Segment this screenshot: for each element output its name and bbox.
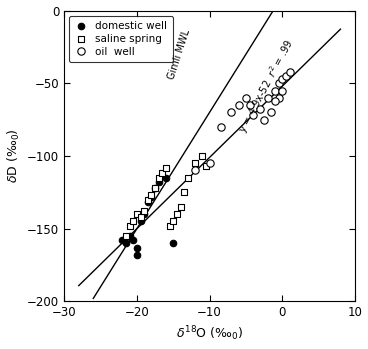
domestic well — [145, 200, 151, 205]
domestic well — [152, 185, 158, 191]
saline spring — [145, 197, 151, 202]
saline spring — [138, 214, 144, 220]
oil  well — [287, 69, 293, 74]
oil  well — [272, 88, 278, 93]
oil  well — [268, 110, 274, 115]
domestic well — [130, 237, 136, 243]
oil  well — [265, 95, 271, 101]
saline spring — [123, 233, 129, 239]
oil  well — [247, 102, 252, 108]
domestic well — [127, 233, 132, 239]
domestic well — [141, 211, 147, 217]
oil  well — [276, 81, 282, 86]
saline spring — [163, 165, 169, 170]
domestic well — [156, 179, 162, 185]
saline spring — [156, 175, 162, 180]
saline spring — [199, 153, 205, 159]
domestic well — [149, 194, 155, 199]
oil  well — [258, 107, 263, 112]
saline spring — [130, 218, 136, 224]
domestic well — [123, 240, 129, 246]
saline spring — [134, 211, 140, 217]
saline spring — [203, 163, 209, 169]
oil  well — [217, 124, 223, 130]
Text: Gimli MWL: Gimli MWL — [166, 28, 192, 80]
saline spring — [152, 185, 158, 191]
saline spring — [181, 190, 187, 195]
oil  well — [261, 117, 267, 122]
oil  well — [229, 110, 234, 115]
oil  well — [236, 102, 242, 108]
Text: y = 4.9x-52  $r^2$ = .99: y = 4.9x-52 $r^2$ = .99 — [235, 36, 298, 136]
saline spring — [149, 192, 155, 198]
X-axis label: $\delta^{18}$O (‰$_0$): $\delta^{18}$O (‰$_0$) — [176, 325, 243, 343]
domestic well — [163, 175, 169, 180]
domestic well — [119, 237, 125, 243]
domestic well — [134, 252, 140, 258]
oil  well — [279, 88, 285, 93]
Y-axis label: $\delta$D (‰$_0$): $\delta$D (‰$_0$) — [6, 128, 22, 183]
oil  well — [272, 98, 278, 104]
oil  well — [283, 73, 289, 79]
oil  well — [192, 168, 198, 173]
oil  well — [207, 161, 213, 166]
saline spring — [174, 211, 180, 217]
domestic well — [134, 245, 140, 250]
oil  well — [250, 112, 256, 118]
saline spring — [192, 161, 198, 166]
oil  well — [279, 76, 285, 82]
saline spring — [167, 223, 173, 229]
saline spring — [127, 223, 132, 229]
saline spring — [141, 208, 147, 214]
saline spring — [178, 204, 184, 210]
domestic well — [138, 218, 144, 224]
saline spring — [170, 218, 176, 224]
saline spring — [159, 171, 165, 176]
saline spring — [185, 175, 191, 180]
oil  well — [243, 95, 249, 101]
domestic well — [170, 240, 176, 246]
oil  well — [276, 95, 282, 101]
Legend: domestic well, saline spring, oil  well: domestic well, saline spring, oil well — [70, 16, 173, 62]
